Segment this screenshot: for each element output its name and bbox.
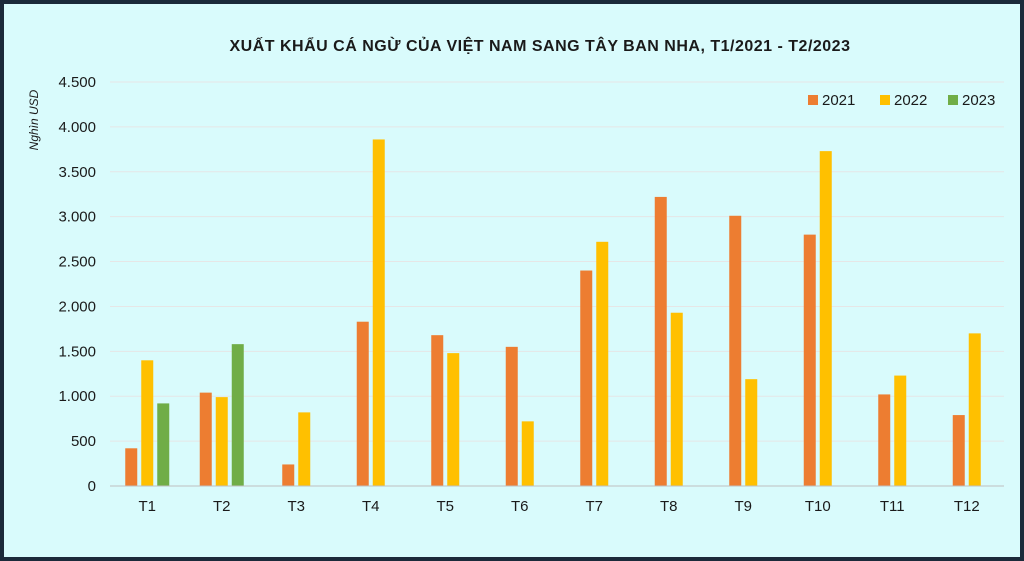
bar-t6-2022 (521, 421, 534, 486)
x-tick-label: T4 (362, 498, 380, 515)
bar-t9-2022 (745, 379, 758, 486)
bar-t11-2022 (894, 375, 907, 486)
x-tick-label: T2 (213, 498, 231, 515)
x-axis-ticks: T1 T2 T3 T4 T5 T6 T7 T8 T9 T10 T11 T12 (138, 498, 979, 515)
legend-swatch (880, 95, 890, 105)
bar-t5-2021 (431, 335, 444, 486)
legend: 2021 2022 2023 (808, 92, 995, 109)
x-tick-label: T10 (805, 498, 831, 515)
legend-swatch (808, 95, 818, 105)
bar-t3-2021 (282, 464, 295, 486)
bar-t2-2021 (199, 392, 212, 486)
legend-item-2021: 2021 (808, 92, 855, 109)
x-tick-label: T12 (954, 498, 980, 515)
y-tick-label: 500 (71, 433, 96, 450)
bar-t10-2022 (819, 151, 832, 486)
y-tick-label: 3.000 (58, 209, 96, 226)
y-tick-label: 0 (88, 478, 96, 495)
bar-t4-2022 (372, 139, 385, 487)
legend-label: 2023 (962, 92, 995, 109)
y-tick-label: 2.000 (58, 298, 96, 315)
bar-t6-2021 (505, 346, 518, 486)
bar-t5-2022 (447, 353, 460, 486)
x-tick-label: T8 (660, 498, 678, 515)
chart-title: XUẤT KHẨU CÁ NGỪ CỦA VIỆT NAM SANG TÂY B… (230, 36, 851, 55)
bar-t3-2022 (298, 412, 311, 486)
bar-t12-2021 (952, 415, 965, 486)
x-tick-label: T1 (138, 498, 156, 515)
legend-item-2023: 2023 (948, 92, 995, 109)
bar-t9-2021 (729, 215, 742, 486)
y-tick-label: 2.500 (58, 254, 96, 271)
bar-t4-2021 (356, 321, 369, 486)
x-tick-label: T11 (880, 498, 905, 515)
bar-t7-2022 (596, 241, 609, 486)
bar-t2-2023 (231, 344, 244, 486)
bar-t2-2022 (215, 397, 228, 486)
y-tick-label: 1.000 (58, 388, 96, 405)
bar-t11-2021 (878, 394, 891, 486)
y-axis-ticks: 0 500 1.000 1.500 2.000 2.500 3.000 3.500 4.000 4… (58, 74, 96, 495)
x-tick-label: T7 (585, 498, 603, 515)
bar-t1-2021 (125, 448, 138, 486)
x-tick-label: T3 (287, 498, 305, 515)
y-tick-label: 1.500 (58, 343, 96, 360)
bar-t8-2021 (654, 196, 667, 486)
y-tick-label: 4.500 (58, 74, 96, 91)
bar-t10-2021 (803, 234, 816, 486)
x-tick-label: T6 (511, 498, 529, 515)
y-tick-label: 3.500 (58, 164, 96, 181)
y-axis-label: Nghìn USD (27, 89, 41, 150)
bars (125, 139, 981, 487)
bar-t1-2023 (157, 403, 170, 486)
legend-item-2022: 2022 (880, 92, 927, 109)
y-tick-label: 4.000 (58, 119, 96, 136)
x-tick-label: T9 (734, 498, 752, 515)
bar-t8-2022 (670, 312, 683, 486)
legend-swatch (948, 95, 958, 105)
gridlines (110, 81, 1004, 442)
legend-label: 2021 (822, 92, 855, 109)
legend-label: 2022 (894, 92, 927, 109)
bar-t12-2022 (968, 333, 981, 486)
bar-chart: XUẤT KHẨU CÁ NGỪ CỦA VIỆT NAM SANG TÂY B… (27, 36, 1004, 515)
bar-t1-2022 (141, 360, 154, 486)
bar-t7-2021 (580, 270, 593, 486)
x-tick-label: T5 (436, 498, 454, 515)
